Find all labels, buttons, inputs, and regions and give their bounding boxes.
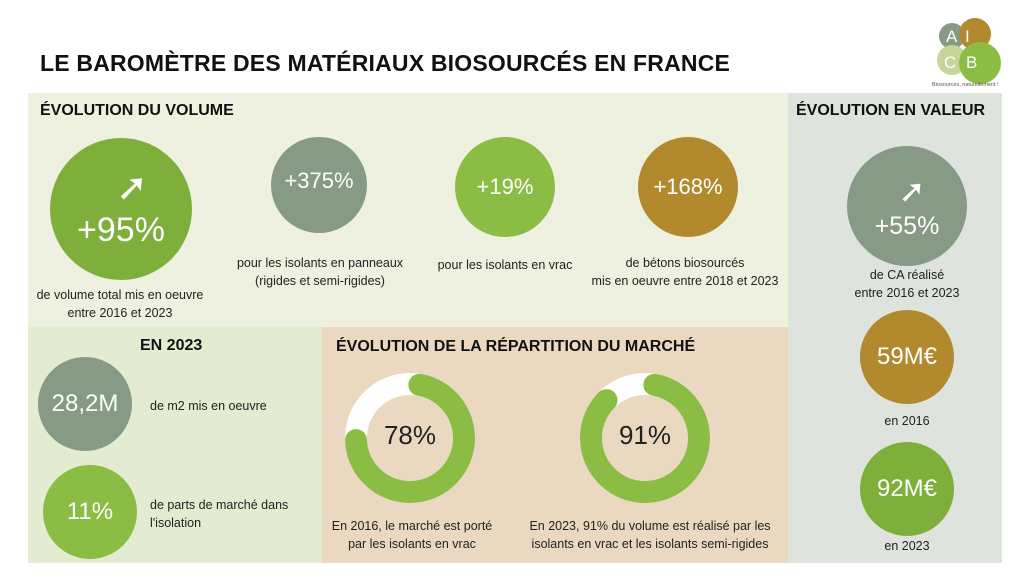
parts-circle: 11% xyxy=(43,465,137,559)
panneaux-circle: +375% xyxy=(271,137,367,233)
ca-value: +55% xyxy=(874,211,940,240)
svg-text:A: A xyxy=(946,27,958,46)
donut-2016-value: 78% xyxy=(383,420,437,450)
caption: par les isolants en vrac xyxy=(348,537,476,551)
donut-arc-0 xyxy=(345,373,475,503)
caption: de CA réalisé xyxy=(869,268,945,282)
caption: mis en oeuvre entre 2018 et 2023 xyxy=(591,274,779,288)
en2023-heading: EN 2023 xyxy=(140,337,203,354)
caption: En 2023, 91% du volume est réalisé par l… xyxy=(529,519,771,533)
caption: isolants en vrac et les isolants semi-ri… xyxy=(531,537,769,551)
volume-total-value: +95% xyxy=(77,210,165,249)
repartition-heading: ÉVOLUTION DE LA RÉPARTITION DU MARCHÉ xyxy=(336,338,696,355)
caption: de parts de marché dans l'isolation xyxy=(150,498,289,530)
caption: en 2023 xyxy=(884,539,930,553)
caption: de m2 mis en oeuvre xyxy=(150,399,267,413)
donut-charts xyxy=(345,373,710,503)
donut-arc-1 xyxy=(580,373,710,503)
caption: entre 2016 et 2023 xyxy=(854,286,960,300)
value: 59M€ xyxy=(876,343,938,370)
svg-text:C: C xyxy=(944,53,956,72)
caption: pour les isolants en panneaux xyxy=(236,256,404,270)
betons-circle: +168% xyxy=(638,137,738,237)
caption: de bétons biosourcés xyxy=(625,256,745,270)
value: +19% xyxy=(476,174,534,199)
volume-heading: ÉVOLUTION DU VOLUME xyxy=(40,102,234,119)
ca-circle: ➚ +55% xyxy=(847,146,967,266)
volume-total-circle: ➚ +95% xyxy=(50,138,192,280)
m2-circle: 28,2M xyxy=(38,357,132,451)
ca-2016-circle: 59M€ xyxy=(860,310,954,404)
valeur-heading: ÉVOLUTION EN VALEUR xyxy=(796,102,986,119)
page-title: LE BAROMÈTRE DES MATÉRIAUX BIOSOURCÉS EN… xyxy=(40,50,731,76)
svg-text:I: I xyxy=(965,27,970,46)
svg-text:B: B xyxy=(966,53,977,72)
logo-graphic: A I C B Biosourcés, naturellement ! xyxy=(932,18,1001,88)
value: 11% xyxy=(66,498,114,525)
value: +375% xyxy=(284,168,354,193)
ca-2023-circle: 92M€ xyxy=(860,442,954,536)
value: 28,2M xyxy=(51,390,119,417)
caption: pour les isolants en vrac xyxy=(437,258,573,272)
caption: En 2016, le marché est porté xyxy=(331,519,493,533)
caption: en 2016 xyxy=(884,414,930,428)
vrac-circle: +19% xyxy=(455,137,555,237)
svg-text:Biosourcés, naturellement !: Biosourcés, naturellement ! xyxy=(932,82,999,88)
value: +168% xyxy=(653,174,723,199)
caption: entre 2016 et 2023 xyxy=(67,306,173,320)
donut-2023-value: 91% xyxy=(618,420,672,450)
caption: de volume total mis en oeuvre xyxy=(36,288,204,302)
aicb-logo: A I C B Biosourcés, naturellement ! xyxy=(928,14,1020,90)
value: 92M€ xyxy=(876,475,938,502)
repartition-panel xyxy=(322,327,788,563)
caption: (rigides et semi-rigides) xyxy=(255,274,385,288)
trend-up-arrow-icon: ➚ xyxy=(898,172,926,209)
trend-up-arrow-icon: ➚ xyxy=(116,166,148,209)
